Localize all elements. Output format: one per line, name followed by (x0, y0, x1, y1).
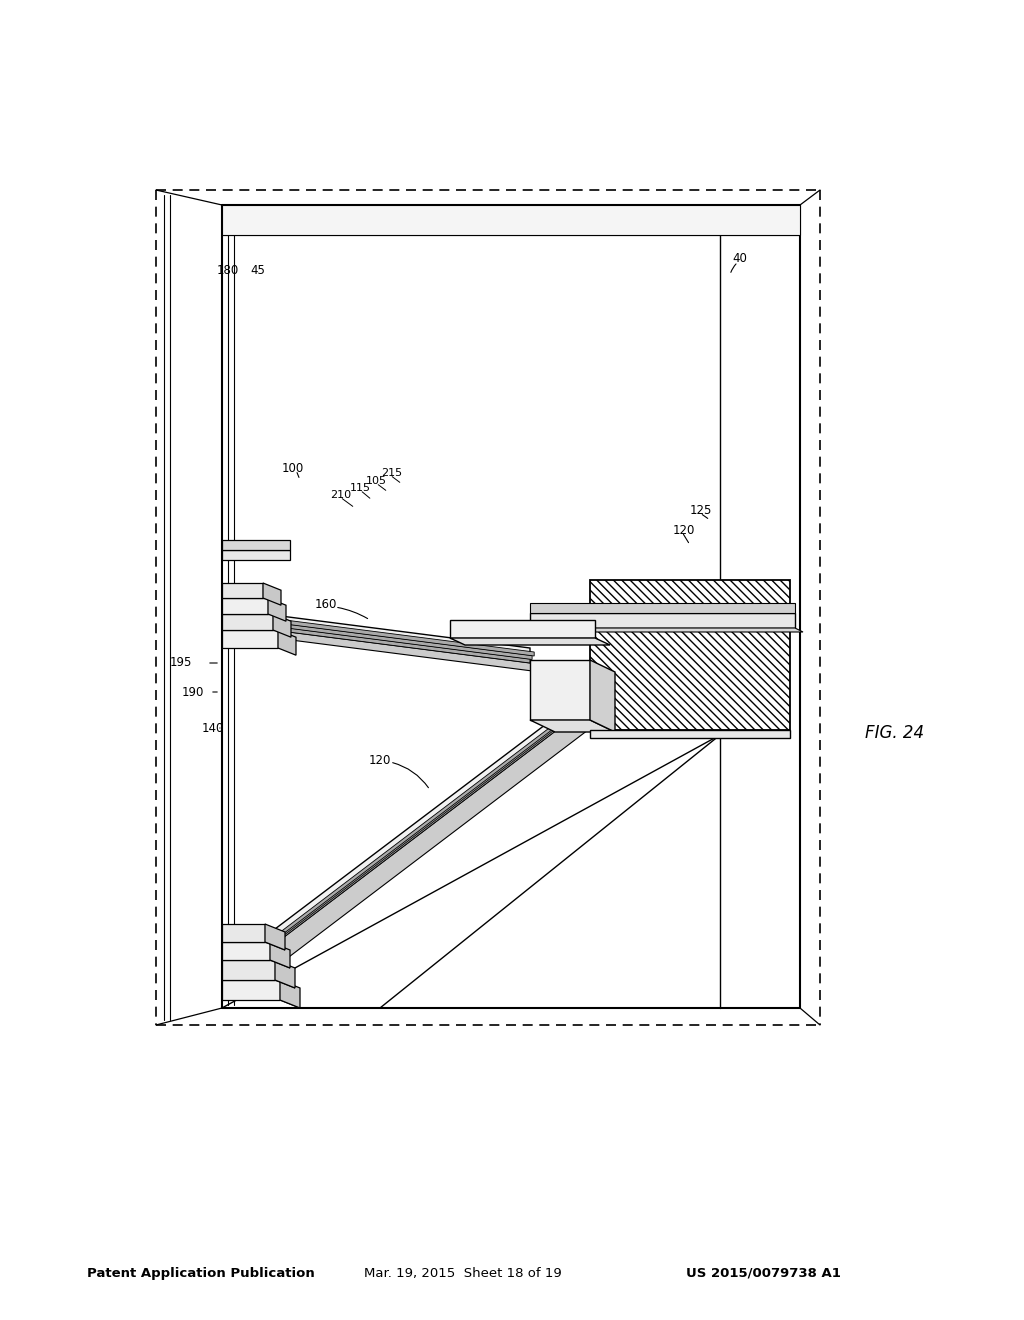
Text: 140: 140 (202, 722, 224, 734)
Text: 115: 115 (350, 483, 371, 492)
Polygon shape (530, 628, 803, 632)
Polygon shape (530, 612, 795, 628)
Polygon shape (234, 624, 548, 673)
Polygon shape (590, 579, 790, 730)
Polygon shape (273, 614, 291, 638)
Polygon shape (222, 598, 268, 614)
Text: 190: 190 (182, 685, 205, 698)
Polygon shape (530, 603, 795, 612)
Polygon shape (222, 614, 273, 630)
Polygon shape (222, 924, 265, 942)
Polygon shape (239, 709, 574, 968)
Polygon shape (234, 719, 588, 985)
Polygon shape (270, 960, 290, 968)
Polygon shape (222, 205, 800, 235)
Polygon shape (450, 620, 595, 638)
Polygon shape (234, 706, 570, 975)
Text: Mar. 19, 2015  Sheet 18 of 19: Mar. 19, 2015 Sheet 18 of 19 (364, 1267, 561, 1279)
Polygon shape (222, 540, 290, 550)
Polygon shape (275, 979, 295, 987)
Polygon shape (265, 924, 285, 950)
Polygon shape (265, 942, 285, 950)
Polygon shape (280, 979, 300, 1008)
Text: 160: 160 (315, 598, 337, 611)
Text: 45: 45 (251, 264, 265, 276)
Polygon shape (590, 730, 790, 738)
Polygon shape (280, 1001, 300, 1008)
Text: 180: 180 (217, 264, 240, 276)
Text: 40: 40 (732, 252, 748, 264)
Polygon shape (268, 598, 286, 622)
Polygon shape (222, 979, 280, 1001)
Polygon shape (275, 960, 295, 987)
Polygon shape (530, 719, 615, 733)
Text: FIG. 24: FIG. 24 (865, 723, 925, 742)
Polygon shape (234, 610, 530, 663)
Text: 210: 210 (330, 490, 351, 500)
Polygon shape (590, 660, 615, 733)
Text: US 2015/0079738 A1: US 2015/0079738 A1 (686, 1267, 841, 1279)
Text: 100: 100 (282, 462, 304, 474)
Polygon shape (237, 618, 532, 660)
Text: 195: 195 (170, 656, 193, 669)
Text: 105: 105 (366, 477, 387, 486)
Polygon shape (222, 942, 270, 960)
Polygon shape (222, 960, 275, 979)
Polygon shape (222, 583, 263, 598)
Polygon shape (278, 630, 296, 655)
Text: 125: 125 (690, 503, 713, 516)
Text: 120: 120 (673, 524, 695, 536)
Polygon shape (450, 638, 610, 645)
Polygon shape (263, 583, 281, 605)
Text: 120: 120 (369, 754, 391, 767)
Text: 215: 215 (381, 469, 402, 478)
Polygon shape (222, 630, 278, 648)
Polygon shape (234, 715, 570, 975)
Polygon shape (237, 713, 572, 972)
Polygon shape (239, 614, 535, 656)
Polygon shape (234, 620, 530, 663)
Polygon shape (270, 942, 290, 968)
Text: Patent Application Publication: Patent Application Publication (87, 1267, 314, 1279)
Polygon shape (222, 550, 290, 560)
Polygon shape (530, 660, 590, 719)
